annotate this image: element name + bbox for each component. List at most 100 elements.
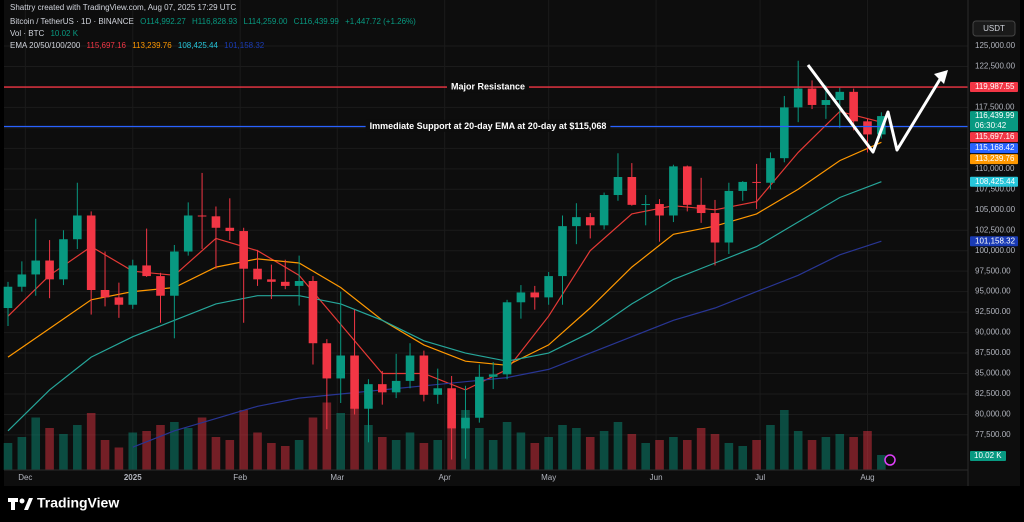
volume-bar <box>682 440 692 470</box>
volume-bar <box>267 443 276 470</box>
volume-tag <box>970 451 1006 461</box>
x-tick-label: Jul <box>755 473 765 482</box>
volume-bar <box>377 437 387 470</box>
ema-line <box>7 181 882 432</box>
candle-body <box>530 292 540 298</box>
price-tag <box>970 236 1018 247</box>
candle-body <box>613 177 623 196</box>
candle-body <box>738 181 748 191</box>
candle-body <box>655 204 664 216</box>
x-tick-label: Feb <box>233 473 247 482</box>
volume-bar <box>225 440 235 470</box>
price-tag <box>970 132 1018 143</box>
volume-bar <box>170 422 179 470</box>
candle-body <box>572 217 581 227</box>
candle-body <box>544 276 553 298</box>
candle-body <box>502 302 512 375</box>
candle-body <box>627 177 637 205</box>
candle-body <box>31 260 41 275</box>
currency-button[interactable] <box>972 20 1016 37</box>
volume-bar <box>128 432 138 470</box>
credit: Shattry created with TradingView.com, Au… <box>10 3 237 12</box>
candle-body <box>128 265 138 305</box>
candle-body <box>253 268 262 280</box>
candle-body <box>142 265 151 277</box>
ohlc-high: H116,828.93 <box>192 17 238 26</box>
volume-bar <box>114 447 124 470</box>
replay-icon[interactable] <box>884 454 896 466</box>
candle-body <box>475 376 484 418</box>
volume-bar <box>253 432 262 470</box>
volume-bar <box>835 434 845 470</box>
candle-body <box>641 204 650 206</box>
volume-tag-label: 10.02 K <box>974 451 1002 460</box>
logo: TradingView <box>8 495 119 511</box>
volume-bar <box>530 443 540 470</box>
candle-body <box>3 286 13 309</box>
volume-bar <box>391 440 401 470</box>
volume-bar <box>793 431 803 470</box>
candle-body <box>45 260 54 280</box>
candle-body <box>17 274 27 287</box>
arrow-head <box>934 70 948 84</box>
y-tick-label: 95,000.00 <box>975 287 1011 296</box>
x-tick-label: May <box>541 473 556 482</box>
candle-body <box>239 231 248 269</box>
volume-bar <box>877 454 886 470</box>
volume-bar <box>197 417 207 470</box>
volume-bar <box>100 440 110 470</box>
volume-bar <box>641 443 650 470</box>
candle-body <box>599 195 609 226</box>
ohlc-low: L114,259.00 <box>243 17 288 26</box>
volume-bar <box>433 440 443 470</box>
volume-bar <box>350 407 359 470</box>
change: +1,447.72 (+1.26%) <box>345 17 416 26</box>
volume-bar <box>17 437 27 470</box>
drawn-path-arrow <box>806 64 944 154</box>
volume-bar <box>599 431 609 470</box>
y-tick-label: 100,000.00 <box>975 246 1016 255</box>
volume-bar <box>849 437 858 470</box>
volume-bar <box>86 413 96 470</box>
ema-line <box>7 141 882 366</box>
candle-body <box>585 217 595 226</box>
x-tick-label: Aug <box>860 473 874 482</box>
candle-body <box>350 355 359 409</box>
volume-bar <box>239 410 248 470</box>
y-tick-label: 77,500.00 <box>975 430 1011 439</box>
y-tick-label: 92,500.00 <box>975 307 1011 316</box>
candle-body <box>59 239 68 280</box>
candle-body <box>752 181 761 183</box>
volume-bar <box>183 428 193 470</box>
y-tick-label: 110,000.00 <box>975 164 1015 173</box>
volume-bar <box>294 440 304 470</box>
candle-body <box>308 280 318 344</box>
volume-bar <box>364 425 373 470</box>
volume-bar <box>156 425 165 470</box>
candle-body <box>516 292 526 303</box>
ema-value: 108,425.44 <box>177 41 218 50</box>
candle-body <box>377 384 387 393</box>
candle-body <box>863 121 872 135</box>
logo-mark <box>11 498 15 510</box>
price-tag-label: 113,239.76 <box>975 154 1015 163</box>
candle-body <box>849 91 858 122</box>
candle-body <box>710 213 720 243</box>
volume-bar <box>627 434 637 470</box>
volume-bar <box>613 422 623 470</box>
y-tick-label: 97,500.00 <box>975 266 1011 275</box>
symbol-row: Bitcoin / TetherUS · 1D · BINANCE O114,9… <box>10 17 420 26</box>
ema-label: EMA 20/50/100/200 <box>10 41 81 50</box>
candle-body <box>294 280 304 286</box>
candle-body <box>280 281 290 286</box>
candle-body <box>419 355 429 395</box>
price-tag <box>970 111 1018 132</box>
y-tick-label: 85,000.00 <box>975 369 1011 378</box>
candle-body <box>558 226 567 277</box>
candle-body <box>156 276 165 296</box>
candle-body <box>336 355 346 379</box>
volume-bar <box>572 428 581 470</box>
ema-line <box>7 110 882 391</box>
